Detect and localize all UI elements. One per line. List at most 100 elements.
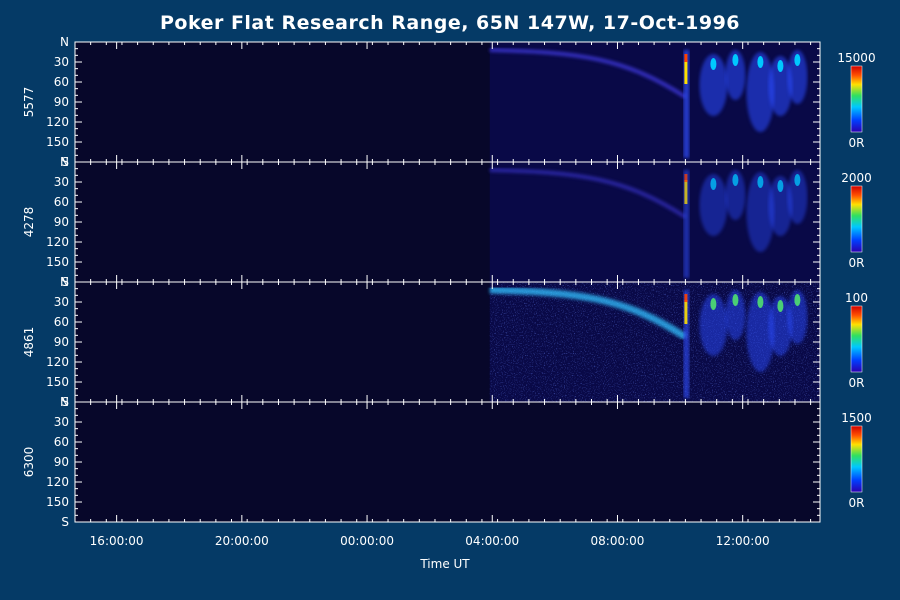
y-tick-label: N [60,35,69,49]
activity-region [746,172,775,252]
panel-4278: N 30 60 90 120 150 S 4278 2000 0R [22,155,872,289]
activity-core [777,60,784,72]
colorbar [850,65,863,133]
y-tick-label: 90 [54,95,69,109]
x-tick-label: 20:00:00 [215,534,269,548]
activity-core [757,296,764,308]
breakup-core [684,300,688,324]
y-tick-label: 60 [54,75,69,89]
y-tick-label: N [60,155,69,169]
activity-core [777,180,784,192]
colorbar-max-label: 2000 [841,171,872,185]
activity-core [794,294,801,306]
breakup-core [684,60,688,84]
x-axis-label: Time UT [419,557,470,571]
y-tick-label: 120 [46,355,69,369]
colorbar-min-label: 0R [849,136,865,150]
breakup-peak [684,174,688,182]
x-tick-label: 12:00:00 [716,534,770,548]
breakup-column [683,50,690,158]
panel-wavelength-label: 6300 [22,447,36,478]
y-tick-label: 90 [54,215,69,229]
y-tick-label: 60 [54,315,69,329]
activity-core [757,176,764,188]
y-tick-label: 150 [46,255,69,269]
panel-5577: N 30 60 90 120 150 S 5577 15000 0R [22,35,876,169]
activity-core [710,178,717,190]
colorbar-max-label: 100 [845,291,868,305]
activity-core [710,58,717,70]
y-tick-label: 60 [54,195,69,209]
activity-region [699,54,728,116]
activity-region [725,50,746,100]
activity-core [732,54,739,66]
chart-title: Poker Flat Research Range, 65N 147W, 17-… [160,12,740,34]
activity-region [699,174,728,236]
activity-core [794,54,801,66]
activity-core [777,300,784,312]
activity-region [787,170,808,224]
activity-region [768,296,793,356]
x-tick-label: 08:00:00 [591,534,645,548]
activity-core [732,174,739,186]
colorbar [850,305,863,373]
y-tick-label: 90 [54,335,69,349]
activity-region [787,290,808,344]
colorbar-min-label: 0R [849,496,865,510]
activity-core [710,298,717,310]
panel-wavelength-label: 4861 [22,327,36,358]
y-tick-label: 30 [54,295,69,309]
y-tick-label: 30 [54,415,69,429]
auroral-arc [489,168,687,219]
y-tick-label: 150 [46,495,69,509]
y-tick-label: 60 [54,435,69,449]
y-tick-label: 30 [54,175,69,189]
breakup-column [683,290,690,398]
activity-region [768,176,793,236]
activity-core [794,174,801,186]
activity-region [725,170,746,220]
breakup-peak [684,294,688,302]
panel-wavelength-label: 5577 [22,87,36,118]
x-tick-label: 04:00:00 [465,534,519,548]
activity-region [768,56,793,116]
panel-wavelength-label: 4278 [22,207,36,238]
colorbar-min-label: 0R [849,256,865,270]
activity-region [725,290,746,340]
colorbar-min-label: 0R [849,376,865,390]
emission-image [489,282,820,402]
y-tick-label: S [61,515,69,529]
y-tick-label: N [60,275,69,289]
activity-region [787,50,808,104]
activity-core [732,294,739,306]
activity-core [757,56,764,68]
breakup-core [684,180,688,204]
breakup-peak [684,54,688,62]
colorbar-max-label: 1500 [841,411,872,425]
y-tick-label: 120 [46,235,69,249]
y-tick-label: 30 [54,55,69,69]
y-tick-label: 150 [46,135,69,149]
breakup-column [683,170,690,278]
panels-group: N 30 60 90 120 150 S 5577 15000 0R N 30 60 90 120 150 S 4… [22,35,876,548]
x-tick-label: 16:00:00 [90,534,144,548]
colorbar [850,425,863,493]
y-tick-label: S [61,155,69,169]
y-tick-label: 120 [46,475,69,489]
activity-region [746,292,775,372]
colorbar-max-label: 15000 [837,51,875,65]
activity-region [746,52,775,132]
emission-image [489,42,820,162]
panel-background [75,402,820,522]
activity-region [699,294,728,356]
x-tick-label: 00:00:00 [340,534,394,548]
y-tick-label: S [61,275,69,289]
auroral-arc [489,48,687,99]
panel-6300: N 30 60 90 120 150 S 6300 1500 0R [22,395,872,529]
y-tick-label: 90 [54,455,69,469]
colorbar [850,185,863,253]
y-tick-label: 120 [46,115,69,129]
y-tick-label: N [60,395,69,409]
panel-4861: N 30 60 90 120 150 S 4861 100 0R [22,275,868,409]
